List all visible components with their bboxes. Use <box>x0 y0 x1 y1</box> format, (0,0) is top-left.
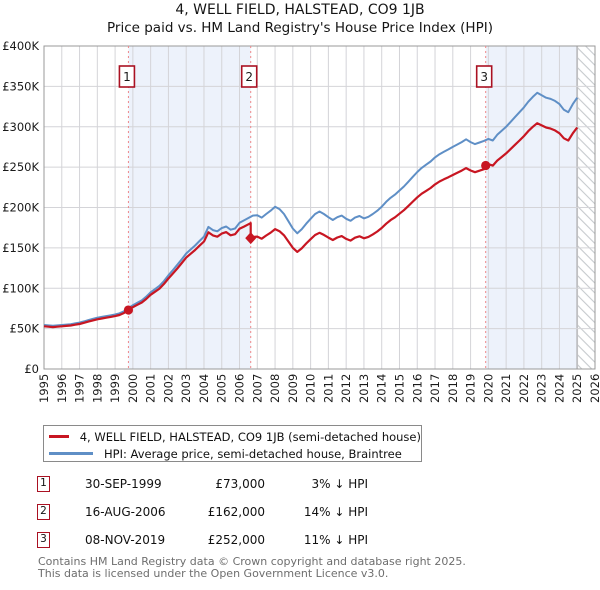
y-axis-label: £100K <box>2 281 39 295</box>
x-axis-label: 2006 <box>233 374 247 403</box>
transaction-row: 3 08-NOV-2019 £252,000 11% ↓ HPI <box>0 532 600 549</box>
x-axis-label: 2011 <box>321 374 335 403</box>
x-axis-label: 1998 <box>90 374 104 403</box>
x-axis-label: 2014 <box>375 374 389 403</box>
plot-border <box>43 45 596 370</box>
x-axis-label: 2000 <box>126 374 140 403</box>
license-footer-line2: This data is licensed under the Open Gov… <box>38 566 389 580</box>
x-axis-label: 2015 <box>392 374 406 403</box>
x-axis-label: 2005 <box>215 374 229 403</box>
sale-marker-dot <box>481 160 491 171</box>
legend-swatch-hpi-line <box>49 452 93 455</box>
transaction-date: 08-NOV-2019 <box>85 533 166 547</box>
transaction-price: £73,000 <box>215 477 265 491</box>
sale-badge-number: 2 <box>245 70 253 84</box>
x-axis-label: 1997 <box>73 374 87 403</box>
x-axis-label: 1999 <box>108 374 122 403</box>
x-axis-label: 2003 <box>179 374 193 403</box>
legend-item-property: 4, WELL FIELD, HALSTEAD, CO9 1JB (semi-d… <box>44 428 421 445</box>
x-axis-label: 2012 <box>339 374 353 403</box>
x-axis-label: 2013 <box>357 374 371 403</box>
transaction-hpi-diff: 14% ↓ HPI <box>303 505 368 519</box>
legend-swatch-property-line <box>49 435 69 438</box>
x-axis-label: 2008 <box>268 374 282 403</box>
x-axis-label: 1995 <box>37 374 51 403</box>
page-subtitle: Price paid vs. HM Land Registry's House … <box>107 20 493 36</box>
transaction-row: 2 16-AUG-2006 £162,000 14% ↓ HPI <box>0 504 600 521</box>
transaction-date: 16-AUG-2006 <box>85 505 166 519</box>
y-axis-label: £200K <box>2 201 39 215</box>
x-axis-label: 2007 <box>250 374 264 403</box>
y-axis-label: £150K <box>2 241 39 255</box>
y-axis-label: £0 <box>24 362 39 376</box>
x-axis-label: 2002 <box>161 374 175 403</box>
x-axis-label: 2024 <box>552 374 566 403</box>
y-axis-label: £250K <box>2 160 39 174</box>
page-title: 4, WELL FIELD, HALSTEAD, CO9 1JB <box>175 2 425 18</box>
sale-badge-number: 1 <box>123 70 131 84</box>
sale-badge-box <box>118 65 136 88</box>
x-axis-label: 2017 <box>428 374 442 403</box>
x-axis-label: 2026 <box>588 374 600 403</box>
hpi-line <box>43 91 579 327</box>
x-axis-label: 1996 <box>55 374 69 403</box>
license-footer-line1: Contains HM Land Registry data © Crown c… <box>38 555 466 568</box>
sale-marker-diamond <box>245 232 257 245</box>
transaction-price: £162,000 <box>207 505 265 519</box>
x-axis-label: 2020 <box>481 374 495 403</box>
sale-marker-dot <box>123 305 134 315</box>
x-axis-label: 2016 <box>410 374 424 403</box>
transaction-number-badge: 3 <box>37 532 50 548</box>
sale-badge-box <box>475 65 493 88</box>
legend-label-property: 4, WELL FIELD, HALSTEAD, CO9 1JB (semi-d… <box>79 429 421 444</box>
transaction-number-badge: 2 <box>37 504 50 520</box>
x-axis-label: 2009 <box>286 374 300 403</box>
transaction-row: 1 30-SEP-1999 £73,000 3% ↓ HPI <box>0 476 600 493</box>
x-axis-label: 2004 <box>197 374 211 403</box>
transaction-number-badge: 1 <box>37 476 50 492</box>
transaction-hpi-diff: 3% ↓ HPI <box>311 477 368 491</box>
y-axis-label: £400K <box>2 39 39 53</box>
transaction-price: £252,000 <box>207 533 265 547</box>
x-axis-label: 2019 <box>464 374 478 403</box>
y-axis-label: £300K <box>2 120 39 134</box>
sale-badge-box <box>240 65 258 88</box>
transaction-date: 30-SEP-1999 <box>85 477 162 491</box>
x-axis-label: 2025 <box>570 374 584 403</box>
price-chart: 1 2 3 £0 £50K £100K £150K £200K £250K £300K £350K £… <box>2 39 600 403</box>
y-axis-label: £50K <box>10 322 40 336</box>
y-axis-label: £350K <box>2 79 39 93</box>
x-axis-label: 2010 <box>304 374 318 403</box>
chart-legend: 4, WELL FIELD, HALSTEAD, CO9 1JB (semi-d… <box>43 425 422 462</box>
license-footer: Contains HM Land Registry data © Crown c… <box>38 556 466 579</box>
x-axis-label: 2022 <box>517 374 531 403</box>
x-axis-label: 2001 <box>144 374 158 403</box>
x-axis-label: 2018 <box>446 374 460 403</box>
legend-label-hpi: HPI: Average price, semi-detached house,… <box>104 446 402 461</box>
legend-item-hpi: HPI: Average price, semi-detached house,… <box>44 445 421 462</box>
sale-badge-number: 3 <box>480 70 488 84</box>
x-axis-label: 2023 <box>535 374 549 403</box>
x-axis-label: 2021 <box>499 374 513 403</box>
transaction-hpi-diff: 11% ↓ HPI <box>303 533 368 547</box>
